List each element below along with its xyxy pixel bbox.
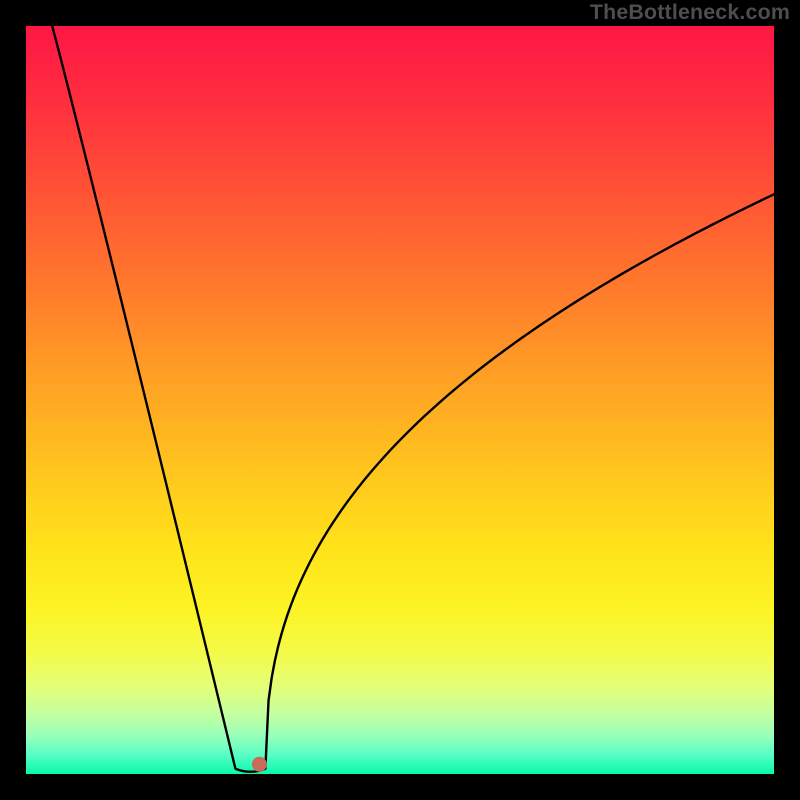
chart-stage: TheBottleneck.com <box>0 0 800 800</box>
optimum-marker <box>252 757 267 772</box>
bottleneck-chart <box>0 0 800 800</box>
plot-background-gradient <box>26 26 774 774</box>
watermark-text: TheBottleneck.com <box>590 0 790 25</box>
